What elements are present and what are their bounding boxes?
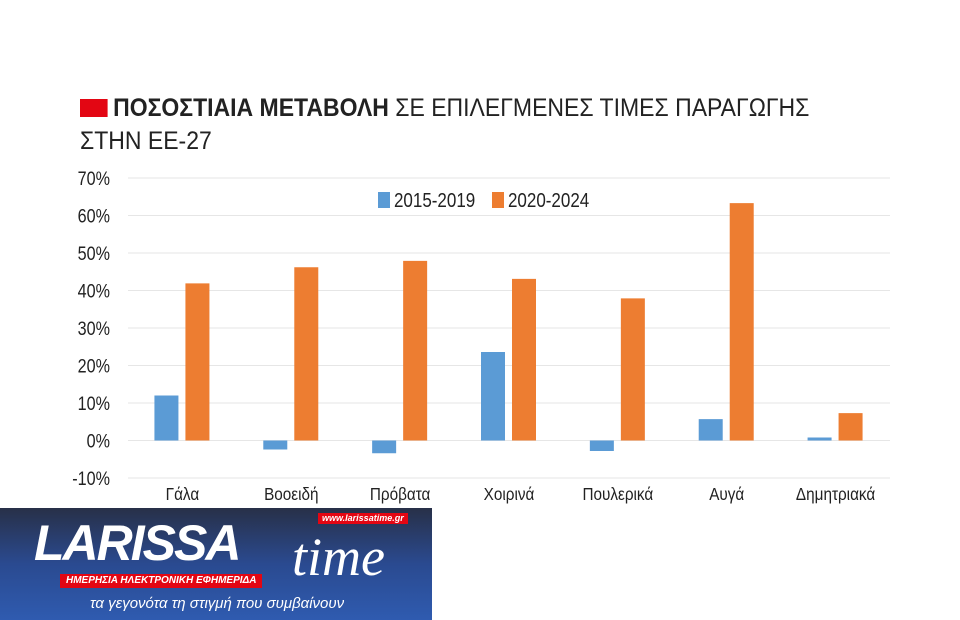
- x-tick-label: Πρόβατα: [370, 484, 431, 504]
- chart-title: ΠΟΣΟΣΤΙΑΙΑ ΜΕΤΑΒΟΛΗ ΣΕ ΕΠΙΛΕΓΜΕΝΕΣ ΤΙΜΕΣ…: [80, 92, 853, 158]
- bar-2020-2024: [838, 413, 863, 441]
- bar-2015-2019: [481, 352, 505, 441]
- bar-2015-2019: [589, 440, 614, 451]
- y-tick-label: 20%: [78, 355, 111, 377]
- logo-time: time: [292, 527, 385, 587]
- bar-2020-2024: [403, 260, 428, 441]
- y-tick-label: 70%: [78, 168, 111, 190]
- banner-tagline: τα γεγονότα τη στιγμή που συμβαίνουν: [90, 595, 345, 612]
- bar-2015-2019: [807, 437, 832, 441]
- bar-2015-2019: [263, 440, 288, 450]
- legend-swatch: [378, 192, 390, 208]
- x-tick-label: Γάλα: [166, 484, 200, 504]
- bar-2020-2024: [512, 278, 536, 441]
- x-tick-label: Δημητριακά: [796, 484, 876, 504]
- logo-text: LARISSA: [34, 515, 241, 571]
- legend-swatch: [492, 192, 504, 208]
- y-tick-label: 0%: [87, 430, 111, 452]
- x-tick-label: Χοιρινά: [484, 484, 535, 504]
- y-tick-label: 30%: [78, 318, 111, 340]
- x-tick-label: Βοοειδή: [264, 484, 318, 504]
- bar-2020-2024: [294, 267, 319, 441]
- bar-2015-2019: [372, 440, 397, 454]
- y-tick-label: 40%: [78, 280, 111, 302]
- bar-2015-2019: [154, 395, 179, 441]
- bar-2020-2024: [185, 283, 210, 441]
- banner-subtitle: ΗΜΕΡΗΣΙΑ ΗΛΕΚΤΡΟΝΙΚΗ ΕΦΗΜΕΡΙΔΑ: [60, 574, 263, 588]
- legend-label: 2020-2024: [508, 189, 589, 212]
- y-tick-label: 60%: [78, 205, 111, 227]
- bar-2015-2019: [698, 419, 723, 441]
- site-url: www.larissatime.gr: [318, 513, 408, 524]
- legend-label: 2015-2019: [394, 189, 475, 212]
- red-square-icon: [80, 99, 108, 117]
- title-bold: ΠΟΣΟΣΤΙΑΙΑ ΜΕΤΑΒΟΛΗ: [113, 94, 389, 122]
- y-tick-label: 50%: [78, 243, 111, 265]
- y-tick-label: 10%: [78, 393, 111, 415]
- bar-2020-2024: [729, 203, 754, 441]
- larissatime-banner: LARISSA time www.larissatime.gr ΗΜΕΡΗΣΙΑ…: [0, 508, 432, 620]
- bar-2020-2024: [620, 298, 645, 441]
- x-tick-label: Αυγά: [709, 484, 744, 504]
- y-tick-label: -10%: [72, 468, 110, 490]
- title-rest: ΣΕ ΕΠΙΛΕΓΜΕΝΕΣ ΤΙΜΕΣ ΠΑΡΑΓΩΓΗΣ ΣΤΗΝ ΕΕ-2…: [80, 94, 810, 155]
- x-tick-label: Πουλερικά: [582, 484, 653, 504]
